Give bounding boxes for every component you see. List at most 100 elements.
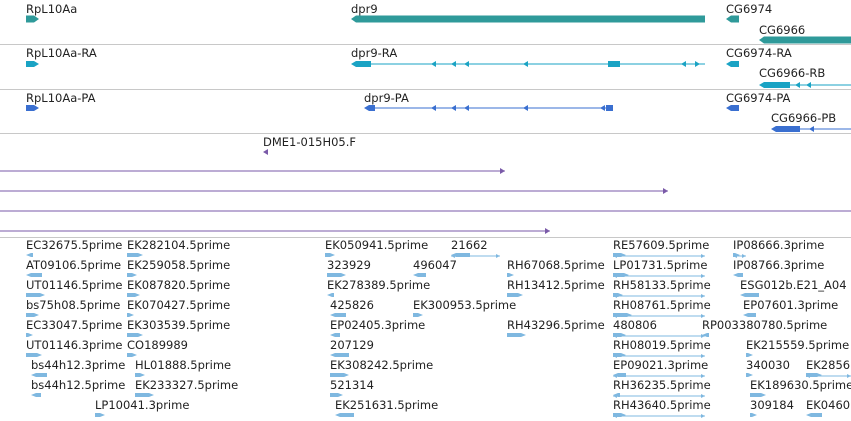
protein-exon <box>364 105 375 111</box>
est-feature <box>26 253 33 257</box>
protein-label[interactable]: RpL10Aa-PA <box>26 91 96 105</box>
protein-label[interactable]: CG6974-PA <box>726 91 791 105</box>
est-label[interactable]: EK189630.5prime <box>750 378 851 392</box>
est-label[interactable]: EK087820.5prime <box>127 278 231 292</box>
est-feature <box>733 273 743 277</box>
est-feature <box>847 374 851 378</box>
est-label[interactable]: AT09106.5prime <box>26 258 122 272</box>
protein-label[interactable]: dpr9-PA <box>364 91 409 105</box>
est-feature <box>127 273 137 277</box>
est-label[interactable]: EK2856 <box>806 358 851 372</box>
est-label[interactable]: RH36235.5prime <box>613 378 711 392</box>
est-label[interactable]: EK278389.5prime <box>327 278 431 292</box>
est-label[interactable]: EP09021.3prime <box>613 358 709 372</box>
protein-exon <box>606 105 613 111</box>
clone-label[interactable]: DME1-015H05.F <box>263 135 357 149</box>
est-feature <box>327 293 334 297</box>
est-feature <box>613 334 617 338</box>
est-feature <box>330 393 343 397</box>
est-label[interactable]: EK070427.5prime <box>127 298 231 312</box>
est-label[interactable]: 323929 <box>327 258 371 272</box>
protein-feature <box>726 105 739 111</box>
est-label[interactable]: UT01146.5prime <box>26 278 123 292</box>
est-feature <box>750 393 766 397</box>
est-label[interactable]: EC33047.5prime <box>26 318 123 332</box>
est-label[interactable]: HL01888.5prime <box>135 358 232 372</box>
est-label[interactable]: EK0460 <box>806 398 851 412</box>
est-label[interactable]: LP10041.3prime <box>95 398 190 412</box>
mrna-label[interactable]: RpL10Aa-RA <box>26 46 97 60</box>
est-feature <box>740 293 759 297</box>
est-feature <box>701 314 705 318</box>
est-label[interactable]: EK300953.5prime <box>413 298 517 312</box>
est-feature <box>613 254 617 258</box>
mrna-label[interactable]: dpr9-RA <box>351 46 398 60</box>
est-feature <box>746 353 753 357</box>
mrna-exon <box>795 82 800 88</box>
est-label[interactable]: bs75h08.5prime <box>26 298 121 312</box>
protein-exon <box>464 105 469 111</box>
mrna-exon <box>806 82 811 88</box>
est-label[interactable]: EK259058.5prime <box>127 258 231 272</box>
mrna-exon <box>681 61 686 67</box>
protein-label[interactable]: CG6966-PB <box>771 111 837 125</box>
est-label[interactable]: EK050941.5prime <box>325 238 429 252</box>
est-label[interactable]: 425826 <box>330 298 374 312</box>
est-label[interactable]: LP01731.5prime <box>613 258 708 272</box>
est-label[interactable]: EC32675.5prime <box>26 238 123 252</box>
gene-label[interactable]: dpr9 <box>351 2 378 16</box>
est-label[interactable]: 207129 <box>330 338 374 352</box>
est-label[interactable]: RE57609.5prime <box>613 238 710 252</box>
est-label[interactable]: RH58133.5prime <box>613 278 711 292</box>
est-label[interactable]: RH08761.5prime <box>613 298 711 312</box>
est-feature <box>330 373 349 377</box>
est-label[interactable]: bs44h12.3prime <box>31 358 126 372</box>
est-label[interactable]: EK282104.5prime <box>127 238 231 252</box>
est-feature <box>127 333 143 337</box>
est-label[interactable]: EK303539.5prime <box>127 318 231 332</box>
est-feature <box>26 353 42 357</box>
est-label[interactable]: EP02405.3prime <box>330 318 426 332</box>
est-label[interactable]: RH08019.5prime <box>613 338 711 352</box>
est-label[interactable]: ESG012b.E21_A04 <box>740 278 847 292</box>
est-feature <box>613 374 617 378</box>
gene-label[interactable]: CG6974 <box>726 2 773 16</box>
est-label[interactable]: bs44h12.5prime <box>31 378 126 392</box>
est-feature <box>26 313 39 317</box>
est-label[interactable]: IP08766.3prime <box>733 258 825 272</box>
est-label[interactable]: 480806 <box>613 318 657 332</box>
track-separator <box>0 44 851 45</box>
est-feature <box>701 254 705 258</box>
gene-label[interactable]: RpL10Aa <box>26 2 78 16</box>
mrna-label[interactable]: CG6966-RB <box>759 66 826 80</box>
est-label[interactable]: RH13412.5prime <box>507 278 605 292</box>
track-separator <box>0 89 851 90</box>
est-label[interactable]: 496047 <box>413 258 457 272</box>
est-label[interactable]: RH43296.5prime <box>507 318 605 332</box>
est-label[interactable]: EK308242.5prime <box>330 358 434 372</box>
gene-label[interactable]: CG6966 <box>759 23 806 37</box>
est-feature <box>31 393 41 397</box>
est-label[interactable]: EK251631.5prime <box>335 398 439 412</box>
mrna-label[interactable]: CG6974-RA <box>726 46 792 60</box>
protein-exon <box>523 105 528 111</box>
est-label[interactable]: 21662 <box>451 238 488 252</box>
est-label[interactable]: EK215559.5prime <box>746 338 850 352</box>
est-label[interactable]: EK233327.5prime <box>135 378 239 392</box>
est-label[interactable]: UT01146.3prime <box>26 338 123 352</box>
est-label[interactable]: 521314 <box>330 378 374 392</box>
est-label[interactable]: RH67068.5prime <box>507 258 605 272</box>
est-label[interactable]: RH43640.5prime <box>613 398 711 412</box>
est-label[interactable]: CO189989 <box>127 338 188 352</box>
est-label[interactable]: EP07601.3prime <box>743 298 839 312</box>
est-feature <box>127 353 137 357</box>
est-label[interactable]: 309184 <box>750 398 794 412</box>
est-label[interactable]: RP003380780.5prime <box>702 318 828 332</box>
est-feature <box>701 374 705 378</box>
est-label[interactable]: 340030 <box>746 358 790 372</box>
est-feature <box>127 293 140 297</box>
est-label[interactable]: IP08666.3prime <box>733 238 825 252</box>
est-feature <box>127 313 134 317</box>
est-feature <box>701 334 705 338</box>
